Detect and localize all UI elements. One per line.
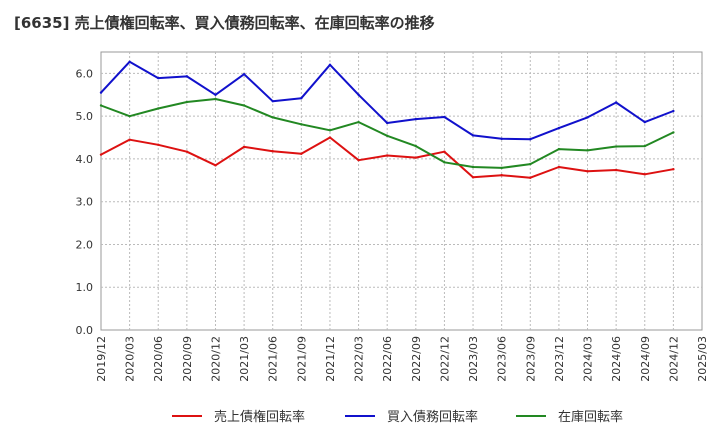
x-tick-label: 2022/06 <box>381 336 394 382</box>
data-point <box>271 116 274 119</box>
x-tick-label: 2020/12 <box>209 336 222 382</box>
data-point <box>500 166 503 170</box>
data-point <box>271 150 274 153</box>
y-tick-label: 0.0 <box>76 324 94 337</box>
data-point <box>529 138 532 141</box>
x-tick-label: 2020/03 <box>124 336 137 382</box>
data-point <box>242 73 246 76</box>
data-point <box>672 109 675 113</box>
x-tick-label: 2022/03 <box>353 336 366 382</box>
data-point <box>99 153 103 156</box>
data-point <box>643 144 646 148</box>
y-tick-label: 4.0 <box>76 153 94 166</box>
data-point <box>385 121 389 125</box>
data-point <box>357 120 360 124</box>
data-point <box>500 137 503 141</box>
x-tick-label: 2023/03 <box>467 336 480 382</box>
data-point <box>471 134 475 137</box>
data-point <box>443 115 446 119</box>
data-point <box>271 99 274 103</box>
data-point <box>157 107 160 110</box>
data-point <box>157 143 160 147</box>
data-point <box>242 145 246 149</box>
data-point <box>185 75 189 78</box>
y-tick-label: 1.0 <box>76 281 94 294</box>
x-tick-label: 2025/03 <box>696 336 709 382</box>
data-point <box>357 93 360 96</box>
data-point <box>300 123 303 126</box>
data-point <box>128 114 131 118</box>
data-point <box>214 164 217 167</box>
x-tick-label: 2024/12 <box>667 336 680 382</box>
y-tick-label: 3.0 <box>76 196 94 209</box>
x-tick-label: 2021/12 <box>324 336 337 382</box>
data-point <box>614 168 618 172</box>
data-point <box>99 104 103 107</box>
y-tick-label: 5.0 <box>76 110 94 123</box>
data-point <box>443 161 446 164</box>
data-point <box>643 120 646 124</box>
x-tick-label: 2023/09 <box>524 336 537 382</box>
data-point <box>586 149 589 152</box>
data-point <box>300 152 303 155</box>
data-point <box>557 147 561 151</box>
legend-label-3: 在庫回転率 <box>558 409 623 425</box>
data-point <box>529 176 532 179</box>
x-tick-label: 2020/06 <box>152 336 165 382</box>
data-point <box>471 165 475 169</box>
data-point <box>128 60 131 64</box>
y-tick-label: 2.0 <box>76 238 94 251</box>
data-point <box>300 96 303 100</box>
x-tick-label: 2023/12 <box>553 336 566 382</box>
data-point <box>529 162 532 166</box>
x-tick-label: 2024/06 <box>610 336 623 382</box>
x-tick-label: 2021/09 <box>295 336 308 382</box>
legend-label-1: 売上債権回転率 <box>214 409 305 425</box>
data-point <box>328 129 332 132</box>
data-point <box>242 104 246 107</box>
data-point <box>500 173 503 177</box>
legend-label-2: 買入債務回転率 <box>387 409 478 425</box>
data-point <box>328 136 332 139</box>
data-point <box>185 100 189 104</box>
data-point <box>185 150 189 153</box>
y-tick-label: 6.0 <box>76 67 94 80</box>
data-point <box>557 126 561 130</box>
data-point <box>385 154 389 157</box>
x-tick-label: 2021/06 <box>267 336 280 382</box>
data-point <box>471 176 475 179</box>
data-point <box>128 138 131 141</box>
data-point <box>214 93 217 96</box>
plot-frame <box>100 51 703 331</box>
data-point <box>643 173 646 176</box>
data-point <box>414 117 418 121</box>
data-point <box>672 167 675 171</box>
x-tick-label: 2022/12 <box>438 336 451 382</box>
x-tick-label: 2023/06 <box>496 336 509 382</box>
x-tick-label: 2024/09 <box>639 336 652 382</box>
x-tick-label: 2024/03 <box>582 336 595 382</box>
data-point <box>385 134 389 138</box>
data-point <box>443 150 446 153</box>
data-point <box>672 131 675 134</box>
data-point <box>586 116 589 119</box>
data-point <box>99 91 103 94</box>
data-point <box>614 101 618 104</box>
data-point <box>586 170 589 173</box>
data-point <box>214 97 217 101</box>
data-point <box>157 76 160 80</box>
x-tick-label: 2022/09 <box>410 336 423 382</box>
data-point <box>414 156 418 159</box>
x-tick-label: 2020/09 <box>181 336 194 382</box>
data-point <box>357 159 360 162</box>
data-point <box>414 144 418 148</box>
data-point <box>614 145 618 148</box>
data-point <box>557 165 561 169</box>
x-tick-label: 2019/12 <box>95 336 108 382</box>
data-point <box>328 63 332 67</box>
chart-title: [6635] 売上債権回転率、買入債務回転率、在庫回転率の推移 <box>14 14 435 32</box>
x-tick-label: 2021/03 <box>238 336 251 382</box>
